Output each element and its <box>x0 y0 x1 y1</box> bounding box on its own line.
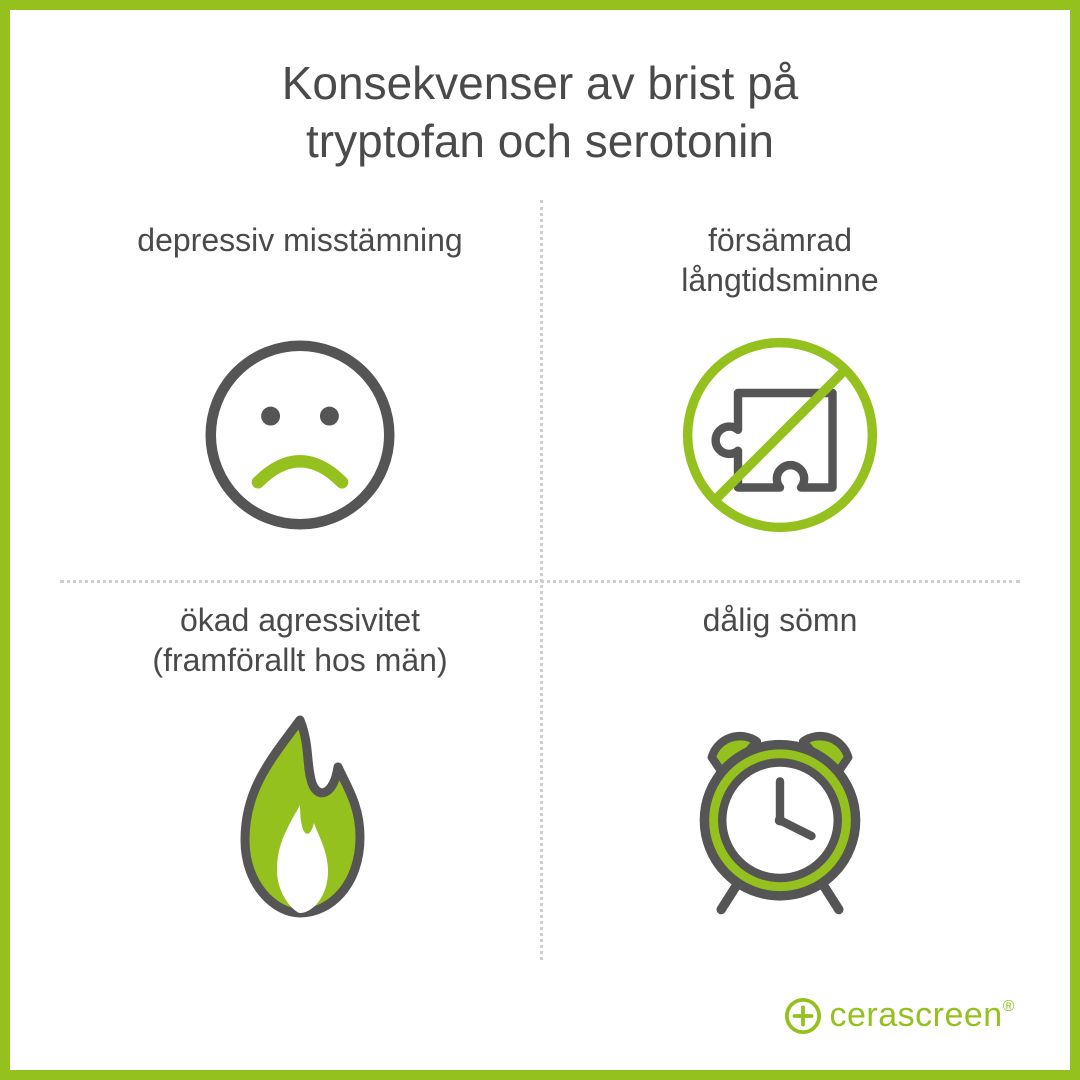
brand-plus-icon <box>784 997 822 1035</box>
no-puzzle-icon <box>675 310 885 560</box>
cell-bottom-left: ökad agressivitet(framförallt hos män) <box>60 580 540 960</box>
sad-face-icon <box>195 310 405 560</box>
title-line-1: Konsekvenser av brist på <box>282 57 799 109</box>
cell-top-left: depressiv misstämning <box>60 200 540 580</box>
cell-label: ökad agressivitet(framförallt hos män) <box>152 600 447 690</box>
flame-icon <box>200 690 400 940</box>
cell-bottom-right: dålig sömn <box>540 580 1020 960</box>
cell-label: försämradlångtidsminne <box>681 220 878 310</box>
grid-2x2: depressiv misstämning försämradlångtidsm… <box>60 200 1020 960</box>
brand-trademark: ® <box>1003 998 1015 1015</box>
brand-name: cerascreen <box>830 996 1003 1034</box>
page-title: Konsekvenser av brist på tryptofan och s… <box>60 55 1020 170</box>
title-line-2: tryptofan och serotonin <box>306 115 774 167</box>
cell-top-right: försämradlångtidsminne <box>540 200 1020 580</box>
infographic-card: Konsekvenser av brist på tryptofan och s… <box>0 0 1080 1080</box>
cell-label: depressiv misstämning <box>137 220 462 310</box>
cell-label: dålig sömn <box>703 600 858 690</box>
alarm-clock-icon <box>675 690 885 940</box>
brand-logo: cerascreen® <box>784 996 1016 1035</box>
